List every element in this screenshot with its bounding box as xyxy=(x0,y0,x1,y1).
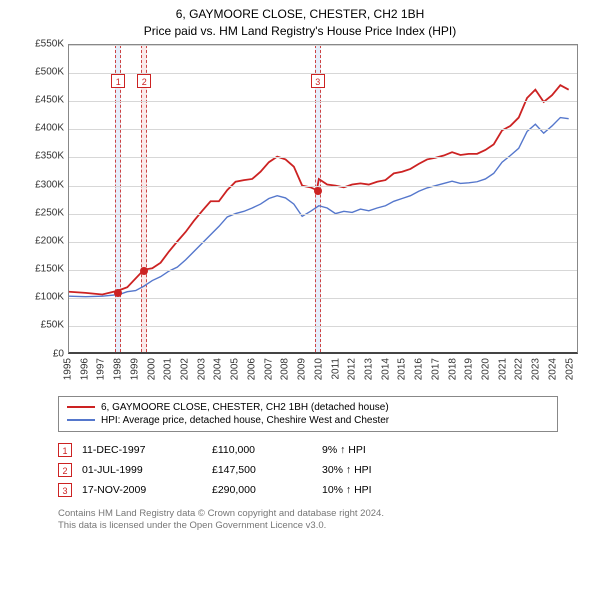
x-axis-label: 2019 xyxy=(464,358,475,380)
sale-marker-dot xyxy=(114,289,122,297)
x-axis-label: 2014 xyxy=(380,358,391,380)
sale-marker-box: 3 xyxy=(311,74,325,88)
sales-row-pct: 9% ↑ HPI xyxy=(322,444,432,456)
x-axis-label: 1999 xyxy=(129,358,140,380)
sales-row-marker: 1 xyxy=(58,443,72,457)
x-axis-label: 2004 xyxy=(213,358,224,380)
x-axis-label: 2008 xyxy=(280,358,291,380)
x-axis-label: 2013 xyxy=(363,358,374,380)
legend-row-hpi: HPI: Average price, detached house, Ches… xyxy=(67,414,549,427)
sales-row-date: 01-JUL-1999 xyxy=(82,464,202,476)
chart-container: 6, GAYMOORE CLOSE, CHESTER, CH2 1BH Pric… xyxy=(0,0,600,590)
sales-row: 2 01-JUL-1999 £147,500 30% ↑ HPI xyxy=(58,460,558,480)
x-axis-label: 2021 xyxy=(497,358,508,380)
y-axis-label: £0 xyxy=(20,348,64,359)
x-axis-label: 2001 xyxy=(163,358,174,380)
x-axis-label: 2024 xyxy=(547,358,558,380)
x-axis-label: 2007 xyxy=(263,358,274,380)
y-axis-label: £300K xyxy=(20,179,64,190)
x-axis-label: 2006 xyxy=(246,358,257,380)
x-axis-label: 2025 xyxy=(564,358,575,380)
gridline-h xyxy=(69,298,577,299)
sales-row-date: 17-NOV-2009 xyxy=(82,484,202,496)
x-axis-label: 2002 xyxy=(180,358,191,380)
sales-row-date: 11-DEC-1997 xyxy=(82,444,202,456)
x-axis-label: 2022 xyxy=(514,358,525,380)
y-axis-label: £550K xyxy=(20,38,64,49)
gridline-h xyxy=(69,242,577,243)
x-axis-label: 2005 xyxy=(230,358,241,380)
chart-area: 12 3 £0 £50K £100K £150K £200K £250K £300K £350K… xyxy=(20,44,580,394)
sale-marker-box: 2 xyxy=(137,74,151,88)
x-axis-label: 2003 xyxy=(196,358,207,380)
x-axis-label: 1998 xyxy=(113,358,124,380)
y-axis-label: £250K xyxy=(20,207,64,218)
x-axis-label: 1997 xyxy=(96,358,107,380)
legend-swatch-hpi xyxy=(67,419,95,421)
footnote-line2: This data is licensed under the Open Gov… xyxy=(58,520,590,532)
gridline-h xyxy=(69,129,577,130)
legend-row-property: 6, GAYMOORE CLOSE, CHESTER, CH2 1BH (det… xyxy=(67,401,549,414)
x-axis-label: 2017 xyxy=(430,358,441,380)
y-axis-label: £200K xyxy=(20,235,64,246)
y-axis-label: £500K xyxy=(20,66,64,77)
line-svg xyxy=(69,45,577,352)
x-axis-label: 2011 xyxy=(330,358,341,380)
footnote: Contains HM Land Registry data © Crown c… xyxy=(58,508,590,533)
y-axis-label: £450K xyxy=(20,94,64,105)
legend-label-hpi: HPI: Average price, detached house, Ches… xyxy=(101,415,389,426)
legend-label-property: 6, GAYMOORE CLOSE, CHESTER, CH2 1BH (det… xyxy=(101,402,389,413)
sale-marker-box: 1 xyxy=(111,74,125,88)
gridline-h xyxy=(69,157,577,158)
x-axis-label: 2000 xyxy=(146,358,157,380)
gridline-h xyxy=(69,326,577,327)
sales-table: 1 11-DEC-1997 £110,000 9% ↑ HPI 2 01-JUL-1999… xyxy=(58,440,558,500)
y-axis-label: £350K xyxy=(20,151,64,162)
x-axis-label: 2020 xyxy=(481,358,492,380)
sales-row-price: £147,500 xyxy=(212,464,312,476)
legend-swatch-property xyxy=(67,406,95,408)
sales-row-price: £290,000 xyxy=(212,484,312,496)
gridline-h xyxy=(69,214,577,215)
sale-marker-dot xyxy=(140,267,148,275)
x-axis-label: 2010 xyxy=(313,358,324,380)
sales-row-pct: 10% ↑ HPI xyxy=(322,484,432,496)
y-axis-label: £150K xyxy=(20,264,64,275)
sales-row-price: £110,000 xyxy=(212,444,312,456)
x-axis-label: 2009 xyxy=(297,358,308,380)
plot-region: 12 3 xyxy=(68,44,578,354)
title-subtitle: Price paid vs. HM Land Registry's House … xyxy=(10,23,590,40)
x-axis-label: 2018 xyxy=(447,358,458,380)
sales-row-marker: 2 xyxy=(58,463,72,477)
sales-row: 1 11-DEC-1997 £110,000 9% ↑ HPI xyxy=(58,440,558,460)
x-axis-label: 2016 xyxy=(414,358,425,380)
sale-marker-dot xyxy=(314,187,322,195)
legend: 6, GAYMOORE CLOSE, CHESTER, CH2 1BH (det… xyxy=(58,396,558,432)
y-axis-label: £100K xyxy=(20,292,64,303)
sales-row: 3 17-NOV-2009 £290,000 10% ↑ HPI xyxy=(58,480,558,500)
title-block: 6, GAYMOORE CLOSE, CHESTER, CH2 1BH Pric… xyxy=(10,6,590,40)
x-axis-label: 2023 xyxy=(531,358,542,380)
sales-row-marker: 3 xyxy=(58,483,72,497)
y-axis-label: £400K xyxy=(20,123,64,134)
x-axis-label: 1996 xyxy=(79,358,90,380)
gridline-h xyxy=(69,101,577,102)
y-axis-label: £50K xyxy=(20,320,64,331)
gridline-h xyxy=(69,186,577,187)
footnote-line1: Contains HM Land Registry data © Crown c… xyxy=(58,508,590,520)
sales-row-pct: 30% ↑ HPI xyxy=(322,464,432,476)
x-axis-label: 1995 xyxy=(63,358,74,380)
title-address: 6, GAYMOORE CLOSE, CHESTER, CH2 1BH xyxy=(10,6,590,23)
x-axis-label: 2012 xyxy=(347,358,358,380)
x-axis-label: 2015 xyxy=(397,358,408,380)
gridline-h xyxy=(69,45,577,46)
